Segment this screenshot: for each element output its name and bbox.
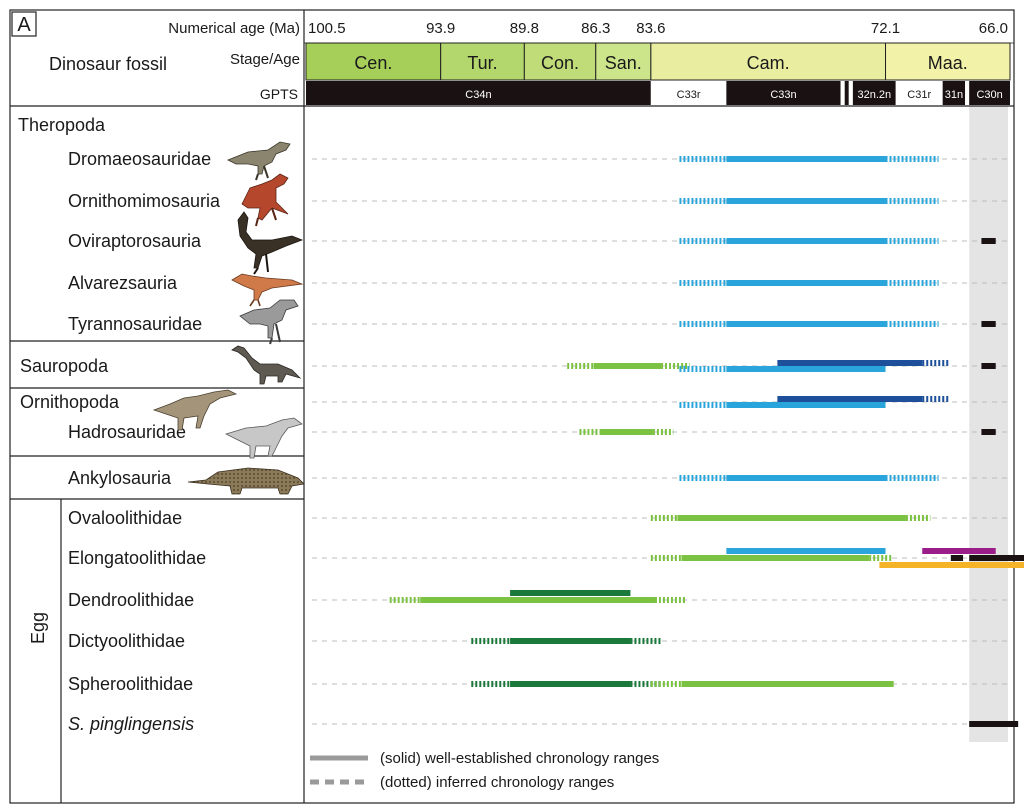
stage-label-maa: Maa. bbox=[928, 53, 968, 73]
range-bars bbox=[389, 156, 1024, 727]
taxon-label-ornithopoda: Ornithopoda bbox=[20, 392, 120, 412]
stage-label-cen: Cen. bbox=[354, 53, 392, 73]
age-tick-label: 66.0 bbox=[979, 20, 1008, 37]
dromaeosaur-illustration bbox=[227, 141, 291, 181]
age-tick-label: 83.6 bbox=[636, 20, 665, 37]
oviraptorosaur-illustration bbox=[237, 211, 304, 275]
stage-label-tur: Tur. bbox=[467, 53, 497, 73]
gpts-chron-32n-2n bbox=[852, 81, 896, 105]
gpts-chron-c34n bbox=[306, 81, 651, 105]
ornithomimosaur-illustration bbox=[241, 173, 289, 227]
gpts-label-c34n: C34n bbox=[465, 89, 491, 101]
hadrosaur-illustration bbox=[224, 417, 303, 459]
alvarezsaur-illustration bbox=[231, 273, 304, 307]
gpts-label-c30n: C30n bbox=[976, 89, 1002, 101]
frame-layer bbox=[9, 9, 1015, 804]
gpts-label-31n: 31n bbox=[945, 89, 963, 101]
stage-header-label: Stage/Age bbox=[230, 51, 300, 68]
outer-frame bbox=[9, 9, 1015, 804]
gpts-chron-sliver-4 bbox=[844, 81, 849, 105]
fossil-header-label: Dinosaur fossil bbox=[49, 54, 167, 74]
gpts-chron-c33n bbox=[726, 81, 841, 105]
taxon-label-hadrosauridae: Hadrosauridae bbox=[68, 422, 186, 442]
gpts-chron-sliver-3 bbox=[840, 81, 845, 105]
gpts-header-label: GPTS bbox=[260, 86, 298, 102]
gpts-label-c33r: C33r bbox=[677, 89, 701, 101]
group-label-theropoda: Theropoda bbox=[18, 115, 106, 135]
taxon-label-oviraptorosauria: Oviraptorosauria bbox=[68, 231, 202, 251]
panel-label: A bbox=[17, 14, 31, 36]
gpts-label-c31r: C31r bbox=[907, 89, 931, 101]
taxon-label-ankylosauria: Ankylosauria bbox=[68, 468, 172, 488]
gpts-chron-c33r bbox=[650, 81, 727, 105]
dinosaur-illustrations bbox=[152, 141, 305, 495]
legend: (solid) well-established chronology rang… bbox=[310, 750, 659, 791]
ankylosaur-illustration bbox=[187, 467, 305, 495]
gpts-label-c33n: C33n bbox=[770, 89, 796, 101]
taxon-label-s-pinglingensis: S. pinglingensis bbox=[68, 714, 194, 734]
stage-cell-cam bbox=[650, 42, 887, 81]
taxon-label-sauropoda: Sauropoda bbox=[20, 356, 109, 376]
background-layer bbox=[969, 106, 1008, 742]
group-labels: Theropoda Egg bbox=[18, 115, 106, 644]
taxon-label-ornithomimosauria: Ornithomimosauria bbox=[68, 191, 221, 211]
gpts-chron-31n bbox=[942, 81, 966, 105]
panel-label-box bbox=[11, 11, 37, 37]
stage-label-con: Con. bbox=[541, 53, 579, 73]
legend-label-solid: (solid) well-established chronology rang… bbox=[380, 750, 659, 767]
gpts-bar: C34n C33r C33n 32n.2n C31r 31n C30n bbox=[306, 81, 1010, 105]
stage-label-cam: Cam. bbox=[747, 53, 790, 73]
gpts-chron-sliver-9 bbox=[965, 81, 970, 105]
group-label-egg: Egg bbox=[28, 612, 48, 644]
taxon-label-elongatoolithidae: Elongatoolithidae bbox=[68, 548, 206, 568]
taxon-label-dendroolithidae: Dendroolithidae bbox=[68, 590, 194, 610]
stage-cell-san bbox=[595, 42, 652, 81]
legend-label-dotted: (dotted) inferred chronology ranges bbox=[380, 774, 614, 791]
age-tick-label: 93.9 bbox=[426, 20, 455, 37]
stage-cell-maa bbox=[885, 42, 1011, 81]
c30n-highlight-band bbox=[969, 106, 1008, 742]
taxon-label-alvarezsauria: Alvarezsauria bbox=[68, 273, 178, 293]
age-tick-label: 100.5 bbox=[308, 20, 346, 37]
age-tick-labels: 100.5 93.9 89.8 86.3 83.6 72.1 66.0 bbox=[308, 20, 1008, 37]
taxon-label-dictyoolithidae: Dictyoolithidae bbox=[68, 631, 185, 651]
gpts-chron-sliver-5 bbox=[848, 81, 853, 105]
gpts-label-32n-2n: 32n.2n bbox=[857, 89, 891, 101]
gpts-chron-c31r bbox=[895, 81, 943, 105]
taxon-label-ovaloolithidae: Ovaloolithidae bbox=[68, 508, 182, 528]
age-axis-label: Numerical age (Ma) bbox=[168, 20, 300, 37]
stage-label-san: San. bbox=[605, 53, 642, 73]
taxon-label-tyrannosauridae: Tyrannosauridae bbox=[68, 314, 202, 334]
taxon-label-spheroolithidae: Spheroolithidae bbox=[68, 674, 193, 694]
gpts-chron-c30n bbox=[969, 81, 1010, 105]
age-tick-label: 89.8 bbox=[510, 20, 539, 37]
sauropod-illustration bbox=[231, 345, 302, 385]
taxon-labels: Dromaeosauridae Ornithomimosauria Ovirapto… bbox=[20, 149, 221, 734]
ornithopod-illustration bbox=[152, 389, 238, 431]
age-tick-label: 72.1 bbox=[871, 20, 900, 37]
age-tick-label: 86.3 bbox=[581, 20, 610, 37]
tyrannosaur-illustration bbox=[239, 299, 299, 345]
stage-bar: Cen. Tur. Con. San. Cam. Maa. bbox=[305, 42, 1011, 81]
taxon-label-dromaeosauridae: Dromaeosauridae bbox=[68, 149, 211, 169]
